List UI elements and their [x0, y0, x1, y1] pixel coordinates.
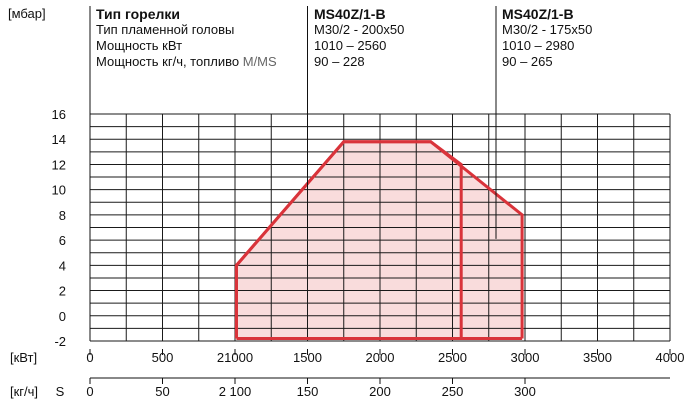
burner-type-label: Тип горелки: [96, 6, 181, 22]
x-tick-label-kgh: 200: [369, 384, 391, 399]
model-column-1: MS40Z/1-B M30/2 - 200x50 1010 – 2560 90 …: [314, 6, 404, 70]
y-tick-label: 16: [52, 107, 66, 122]
x-tick-label-kw: 2000: [366, 350, 395, 365]
y-tick-label: 6: [59, 233, 66, 248]
y-tick-label: -2: [54, 334, 66, 349]
x-axis-kgh-fuel: S: [56, 384, 65, 399]
y-tick-label: 12: [52, 157, 66, 172]
flame-head-label: Тип пламенной головы: [96, 22, 235, 37]
x-tick-label-kgh: 150: [297, 384, 319, 399]
y-tick-label: 14: [52, 132, 66, 147]
y-tick-label: 4: [59, 258, 66, 273]
x-tick-label-kw: 0: [86, 350, 93, 365]
x-tick-label-kgh: 250: [442, 384, 464, 399]
model-head: M30/2 - 175x50: [502, 22, 593, 37]
x-tick-label-kgh: 50: [155, 384, 169, 399]
fuel-suffix: M/MS: [242, 54, 277, 69]
x-tick-label-kw: 1500: [293, 350, 322, 365]
y-unit-label: [мбар]: [8, 6, 46, 21]
model-power-kw: 1010 – 2560: [314, 38, 387, 53]
model-name: MS40Z/1-B: [502, 6, 574, 22]
series-line-2: [234, 140, 524, 339]
y-tick-label: 0: [59, 309, 66, 324]
model-column-2: MS40Z/1-B M30/2 - 175x50 1010 – 2980 90 …: [502, 6, 592, 70]
model-power-kgh: 90 – 228: [314, 54, 365, 69]
x-tick-label-kw: 500: [152, 350, 174, 365]
header-row-labels: Тип горелки Тип пламенной головы Мощност…: [96, 6, 277, 70]
model-power-kw: 1010 – 2980: [502, 38, 575, 53]
x-tick-label-kgh: 0: [86, 384, 93, 399]
model-power-kgh: 90 – 265: [502, 54, 553, 69]
x-tick-label-kgh: 300: [514, 384, 536, 399]
y-tick-label: 8: [59, 208, 66, 223]
y-tick-label: 10: [52, 183, 66, 198]
power-kgh-label: Мощность кг/ч, топливо M/MS: [96, 54, 277, 69]
x-tick-label-kw: 21000: [217, 350, 253, 365]
x-tick-label-kw: 3500: [583, 350, 612, 365]
x-tick-label-kw: 3000: [511, 350, 540, 365]
power-kw-label: Мощность кВт: [96, 38, 183, 53]
x-axis-kgh-label: [кг/ч]: [10, 384, 38, 399]
y-tick-label: 2: [59, 284, 66, 299]
model-head: M30/2 - 200x50: [314, 22, 405, 37]
model-name: MS40Z/1-B: [314, 6, 386, 22]
x-axis-kw-label: [кВт]: [10, 350, 37, 365]
x-tick-label-kgh: 2 100: [219, 384, 252, 399]
x-tick-label-kw: 4000: [656, 350, 685, 365]
x-tick-label-kw: 2500: [438, 350, 467, 365]
